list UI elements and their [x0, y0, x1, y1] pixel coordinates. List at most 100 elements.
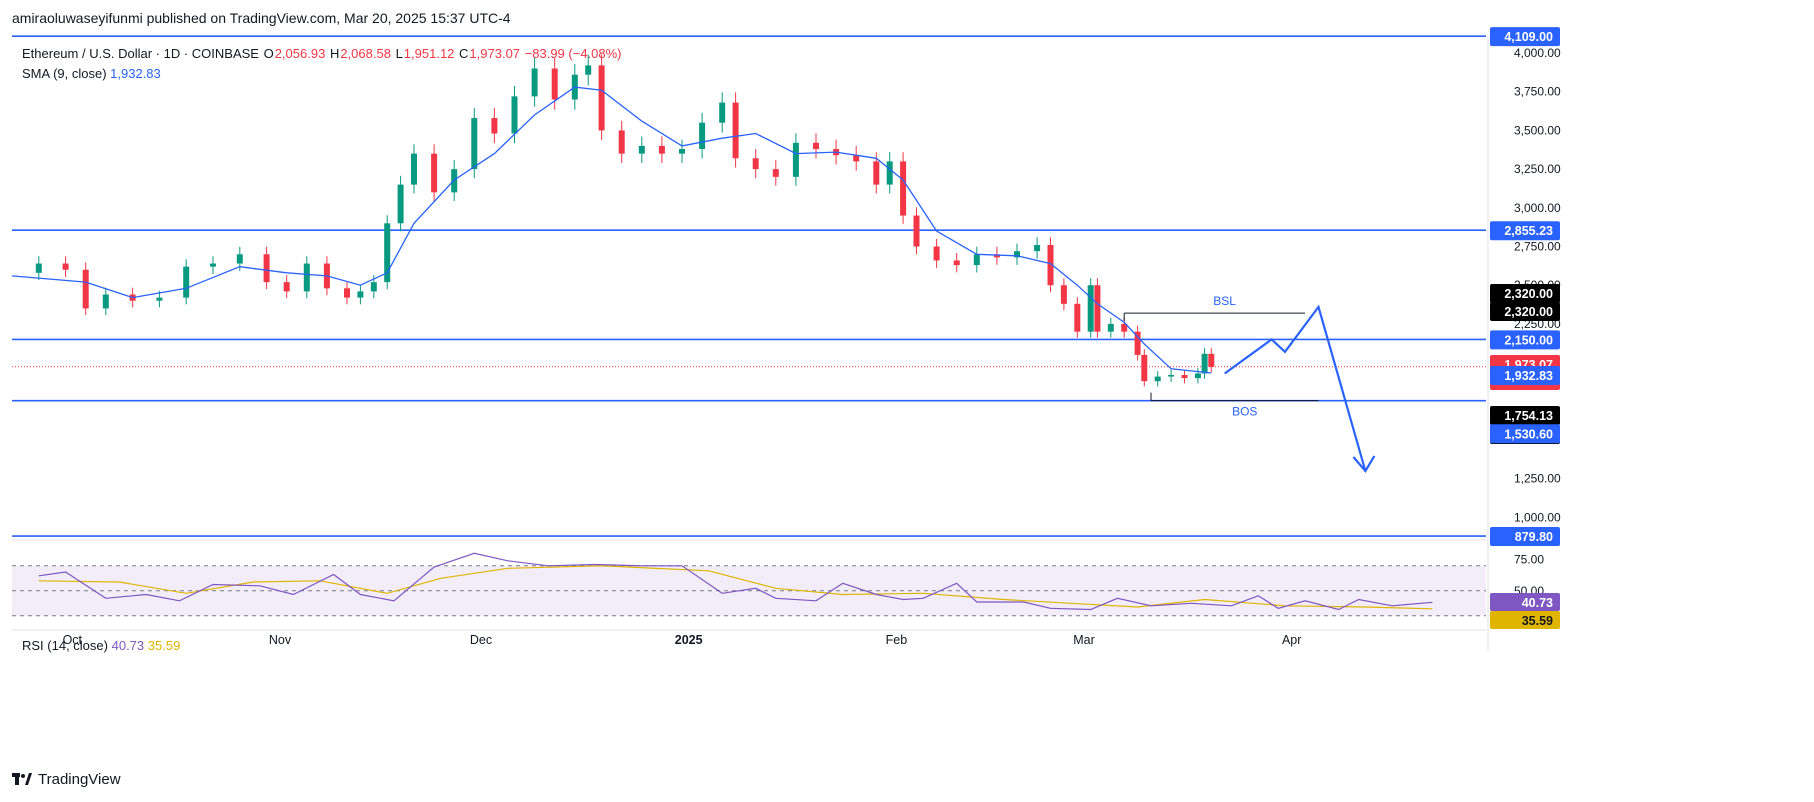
price-label-annotation-bg — [1490, 406, 1560, 425]
price-label-level-bg — [1490, 366, 1560, 386]
high-value: 2,068.58 — [340, 46, 391, 61]
tradingview-logo-icon — [12, 772, 32, 785]
candle-body — [1047, 244, 1054, 286]
price-label-annotation-bg — [1490, 302, 1560, 321]
high-label: H — [329, 46, 340, 61]
candle-body — [1107, 323, 1114, 332]
candle-body — [1034, 244, 1041, 252]
candle-body — [1014, 251, 1020, 258]
bsl-label: BSL — [1213, 294, 1236, 308]
sma-line — [11, 86, 1212, 374]
low-value: 1,951.12 — [403, 46, 455, 61]
rsi-ma-value: 35.59 — [147, 638, 181, 653]
close-label: C — [459, 46, 469, 61]
ohlc-legend: Ethereum / U.S. Dollar · 1D · COINBASE O… — [22, 46, 623, 61]
price-label-annotation: 2,320.00 — [1504, 305, 1553, 319]
y-tick-label: 3,000.00 — [1514, 201, 1561, 215]
price-label-level: 1,932.83 — [1504, 369, 1553, 383]
candle-body — [431, 153, 438, 193]
price-label-level: 879.80 — [1515, 530, 1553, 544]
candle-body — [210, 263, 216, 267]
candle-body — [303, 263, 310, 292]
candle-body — [953, 260, 960, 266]
candle-body — [900, 161, 907, 216]
rsi-legend[interactable]: RSI (14, close) 40.73 35.59 — [22, 638, 180, 653]
candle-body — [618, 130, 625, 154]
y-tick-label: 4,000.00 — [1514, 46, 1561, 60]
rsi-axis-label-bg — [1490, 611, 1560, 629]
candle-body — [1154, 376, 1161, 382]
rsi-axis-label-bg — [1490, 593, 1560, 611]
candle-body — [263, 254, 270, 283]
close-value: 1,973.07 — [469, 46, 521, 61]
candle-body — [679, 149, 685, 154]
y-tick-label: 3,750.00 — [1514, 85, 1561, 99]
y-tick-label: 3,250.00 — [1514, 162, 1561, 176]
candle-body — [993, 254, 1000, 258]
x-tick-label: Oct — [63, 633, 83, 647]
candle-body — [752, 158, 759, 170]
tradingview-footer[interactable]: TradingView — [12, 771, 121, 788]
candle-body — [853, 155, 860, 162]
candle-body — [1060, 285, 1067, 304]
rsi-axis-label: 40.73 — [1522, 596, 1553, 610]
candle-body — [102, 294, 109, 309]
candle-body — [397, 184, 404, 224]
price-label-level: 2,150.00 — [1504, 333, 1553, 347]
candle-body — [370, 282, 377, 292]
rsi-y-tick-label: 75.00 — [1514, 553, 1544, 567]
candle-body — [1134, 331, 1141, 355]
candle-body — [35, 263, 42, 273]
candle-body — [551, 68, 558, 100]
candle-body — [719, 102, 726, 123]
candle-body — [183, 266, 190, 298]
candle-body — [699, 122, 706, 150]
price-label-level-bg — [1490, 27, 1560, 47]
price-label-level-bg — [1490, 221, 1560, 241]
candle-body — [1094, 285, 1101, 332]
rsi-line — [38, 552, 1433, 611]
candle-body — [1181, 375, 1188, 379]
candle-body — [772, 169, 779, 177]
candle-body — [156, 297, 163, 301]
candle-body — [491, 118, 498, 134]
price-label-level-bg — [1490, 424, 1560, 444]
price-label-level: 4,109.00 — [1504, 30, 1553, 44]
y-tick-label: 1,000.00 — [1514, 510, 1561, 524]
candle-body — [344, 288, 350, 298]
candle-body — [62, 263, 69, 270]
candle-body — [1141, 354, 1148, 382]
price-label-annotation: 1,754.13 — [1504, 409, 1553, 423]
candle-body — [357, 291, 364, 298]
candle-body — [1074, 303, 1081, 332]
candle-body — [283, 282, 290, 292]
candle-body — [933, 246, 940, 261]
sma-label: SMA (9, close) — [22, 66, 107, 81]
candle-body — [1194, 373, 1201, 379]
sma-value: 1,932.83 — [110, 66, 161, 81]
price-label-annotation-bg — [1490, 284, 1560, 303]
symbol-label[interactable]: Ethereum / U.S. Dollar · 1D · COINBASE — [22, 46, 259, 61]
candle-body — [913, 215, 920, 247]
candle-body — [1121, 323, 1128, 332]
y-tick-label: 2,750.00 — [1514, 240, 1561, 254]
price-label-annotation: 2,320.00 — [1504, 287, 1553, 301]
candle-body — [1201, 353, 1208, 374]
candle-body — [236, 254, 243, 264]
candle-body — [1168, 375, 1175, 377]
sma-legend[interactable]: SMA (9, close) 1,932.83 — [22, 66, 161, 81]
price-label-level: 1,530.60 — [1504, 427, 1553, 441]
candle-body — [658, 145, 665, 154]
candle-body — [471, 118, 478, 170]
candle-body — [1087, 285, 1094, 332]
tradingview-brand: TradingView — [38, 771, 121, 788]
projection-arrowhead — [1352, 455, 1376, 473]
candle-body — [598, 65, 605, 131]
candle-body — [886, 161, 893, 185]
candle-body — [973, 254, 980, 266]
x-tick-label: Apr — [1282, 633, 1301, 647]
candle-body — [732, 102, 739, 159]
publish-line: amiraoluwaseyifunmi published on Trading… — [12, 10, 511, 26]
low-label: L — [395, 46, 403, 61]
